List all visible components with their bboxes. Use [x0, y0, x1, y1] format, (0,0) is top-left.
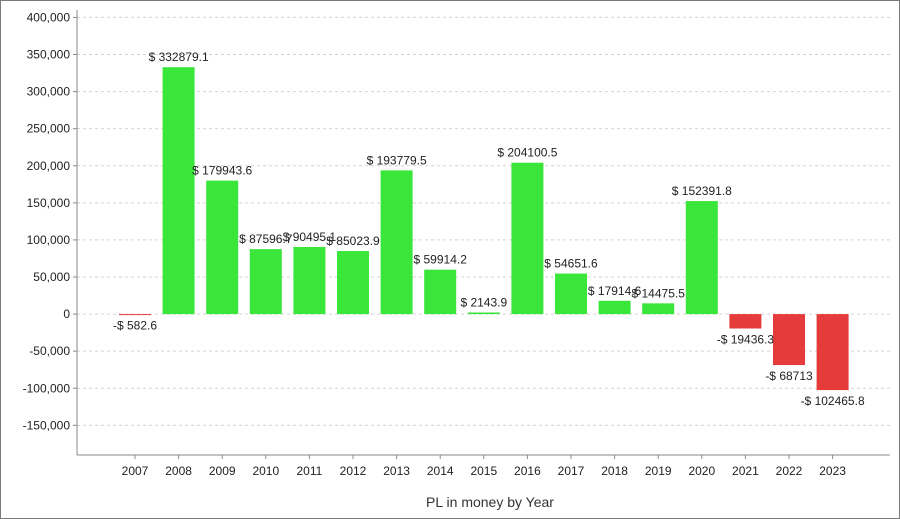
bar-2022 [773, 314, 805, 366]
data-label-2013: $ 193779.5 [367, 153, 427, 167]
x-tick-label-2009: 2009 [209, 464, 236, 478]
data-labels: -$ 582.6 $ 332879.1 $ 179943.6 $ 87596.7$ 9… [113, 50, 865, 408]
bar-2007 [119, 314, 151, 316]
y-tick-label: 250,000 [27, 122, 71, 136]
x-tick-label-2007: 2007 [122, 464, 149, 478]
y-tick-label: 150,000 [27, 196, 71, 210]
bar-2017 [555, 273, 587, 315]
x-tick-label-2018: 2018 [601, 464, 628, 478]
bar-2023 [816, 314, 849, 391]
bar-2011 [293, 246, 326, 315]
x-tick-label-2023: 2023 [819, 464, 846, 478]
bar-2015 [467, 312, 500, 315]
data-label-2014: $ 59914.2 [414, 253, 468, 267]
y-tick-label: 300,000 [27, 85, 71, 99]
y-tick-label: 50,000 [33, 270, 70, 284]
y-tick-label: -100,000 [23, 381, 71, 395]
y-tick-label: 0 [63, 307, 70, 321]
bar-2009 [206, 180, 239, 315]
bars [119, 67, 849, 391]
y-tick-labels: 400,000 350,000 300,000 250,000 200,000 150,0… [23, 10, 77, 432]
data-label-2019: $ 14475.5 [632, 286, 686, 300]
x-tick-label-2011: 2011 [296, 464, 322, 478]
bar-2013 [380, 170, 413, 315]
bar-2014 [424, 269, 457, 315]
grid-lines [77, 16, 890, 426]
data-label-2018: $ 17914.6 [588, 284, 642, 298]
bar-2016 [511, 162, 544, 315]
x-tick-label-2020: 2020 [688, 464, 715, 478]
x-tick-label-2013: 2013 [383, 464, 410, 478]
data-label-2023: -$ 102465.8 [801, 394, 865, 408]
data-label-2008: $ 332879.1 [149, 50, 209, 64]
x-tick-label-2010: 2010 [252, 464, 279, 478]
data-label-2021: -$ 19436.3 [717, 332, 775, 346]
data-label-2017: $ 54651.6 [544, 257, 598, 271]
y-tick-label: 350,000 [27, 48, 71, 62]
x-tick-label-2008: 2008 [165, 464, 192, 478]
data-label-2010: $ 87596.7 [239, 232, 293, 246]
bar-2021 [729, 314, 762, 329]
x-tick-label-2021: 2021 [732, 464, 759, 478]
y-tick-label: 200,000 [27, 159, 71, 173]
x-tick-label-2014: 2014 [427, 464, 454, 478]
data-label-2020: $ 152391.8 [672, 184, 732, 198]
data-label-2012: $ 85023.9 [326, 234, 380, 248]
data-label-2015: $ 2143.9 [460, 295, 507, 309]
data-label-2011: $ 90495.1 [283, 230, 337, 244]
data-label-2007: -$ 582.6 [113, 319, 157, 333]
bar-2012 [337, 251, 369, 315]
x-tick-label-2019: 2019 [645, 464, 672, 478]
x-tick-label-2016: 2016 [514, 464, 541, 478]
x-tick-label-2015: 2015 [470, 464, 497, 478]
bar-2018 [598, 300, 631, 315]
x-tick-label-2022: 2022 [776, 464, 803, 478]
bar-2020 [685, 201, 718, 315]
bar-2008 [162, 67, 195, 315]
x-tick-label-2017: 2017 [558, 464, 585, 478]
x-tick-labels: 2007 2008 2009 2010 2011 2012 2013 2014 2015 2016… [122, 455, 846, 478]
y-tick-label: -150,000 [23, 418, 71, 432]
y-tick-label: -50,000 [29, 344, 70, 358]
y-tick-label: 100,000 [27, 233, 71, 247]
x-tick-label-2012: 2012 [340, 464, 367, 478]
data-label-2016: $ 204100.5 [497, 146, 557, 160]
x-axis-title: PL in money by Year [426, 494, 554, 510]
bar-2010 [249, 249, 282, 315]
bar-2019 [642, 303, 675, 315]
data-label-2009: $ 179943.6 [192, 164, 252, 178]
data-label-2022: -$ 68713 [765, 369, 813, 383]
y-tick-label: 400,000 [27, 10, 71, 24]
